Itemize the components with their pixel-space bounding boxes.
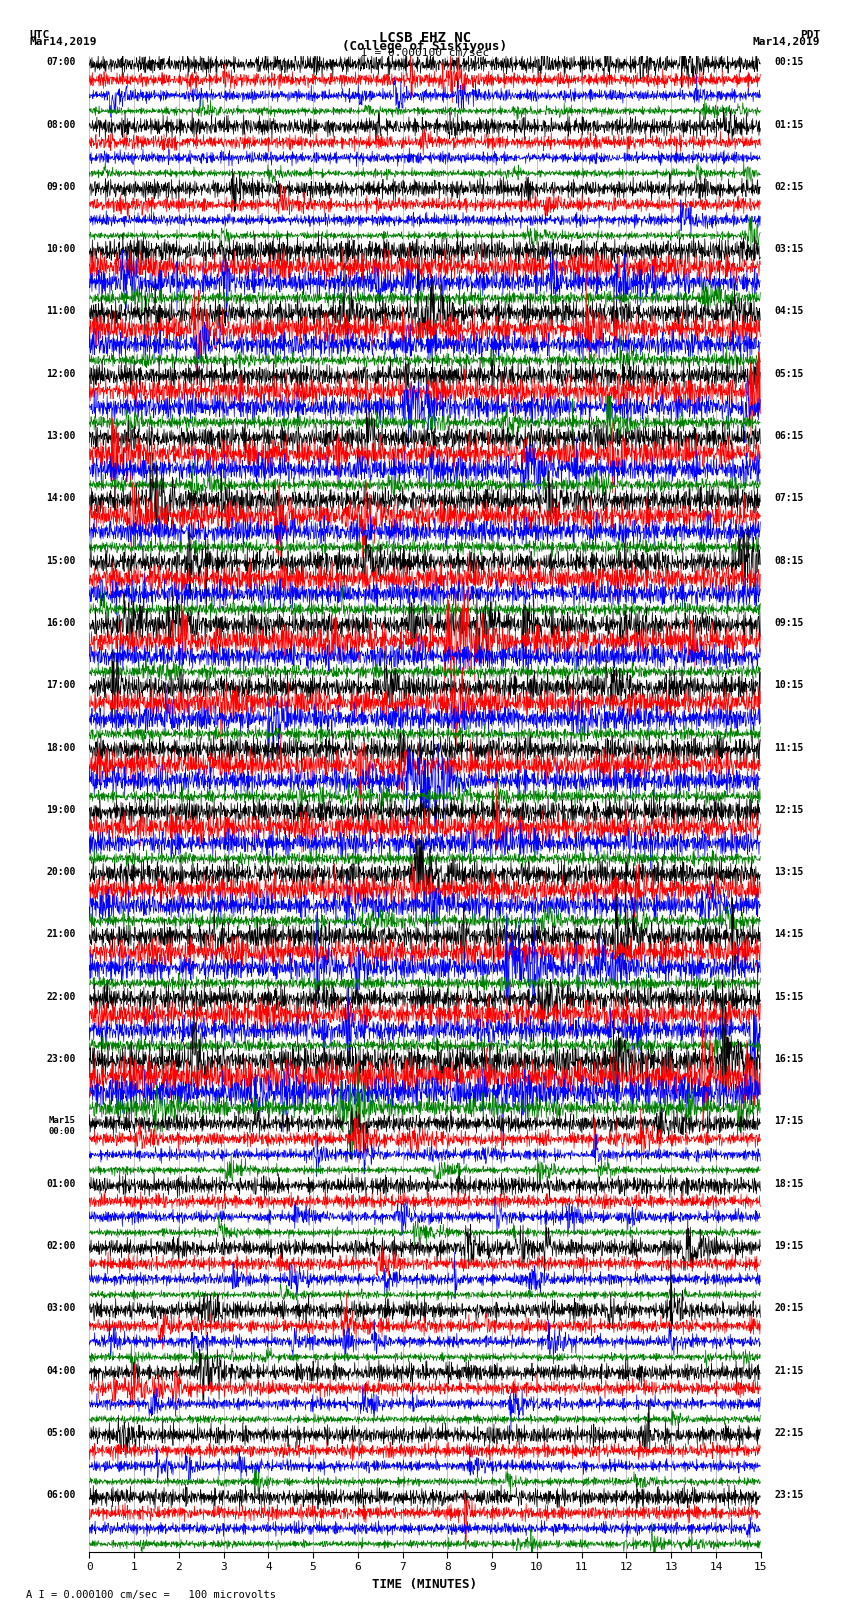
Text: 16:15: 16:15 bbox=[774, 1053, 803, 1065]
Text: 10:00: 10:00 bbox=[47, 244, 76, 255]
Text: 05:00: 05:00 bbox=[47, 1428, 76, 1437]
Text: 04:00: 04:00 bbox=[47, 1366, 76, 1376]
Text: 14:15: 14:15 bbox=[774, 929, 803, 939]
Text: 05:15: 05:15 bbox=[774, 369, 803, 379]
Text: 08:15: 08:15 bbox=[774, 555, 803, 566]
Text: Mar14,2019: Mar14,2019 bbox=[30, 37, 97, 47]
Text: 10:15: 10:15 bbox=[774, 681, 803, 690]
Text: (College of Siskiyous): (College of Siskiyous) bbox=[343, 39, 507, 53]
Text: 02:00: 02:00 bbox=[47, 1240, 76, 1252]
Text: 02:15: 02:15 bbox=[774, 182, 803, 192]
Text: 13:00: 13:00 bbox=[47, 431, 76, 440]
X-axis label: TIME (MINUTES): TIME (MINUTES) bbox=[372, 1578, 478, 1590]
Text: 00:00: 00:00 bbox=[49, 1127, 76, 1136]
Text: Mar15: Mar15 bbox=[49, 1116, 76, 1126]
Text: 19:00: 19:00 bbox=[47, 805, 76, 815]
Text: 01:15: 01:15 bbox=[774, 119, 803, 129]
Text: 23:00: 23:00 bbox=[47, 1053, 76, 1065]
Text: 11:00: 11:00 bbox=[47, 306, 76, 316]
Text: A I = 0.000100 cm/sec =   100 microvolts: A I = 0.000100 cm/sec = 100 microvolts bbox=[26, 1590, 275, 1600]
Text: LCSB EHZ NC: LCSB EHZ NC bbox=[379, 31, 471, 45]
Text: UTC: UTC bbox=[30, 31, 50, 40]
Text: Mar14,2019: Mar14,2019 bbox=[753, 37, 820, 47]
Text: 20:00: 20:00 bbox=[47, 868, 76, 877]
Text: 17:00: 17:00 bbox=[47, 681, 76, 690]
Text: 17:15: 17:15 bbox=[774, 1116, 803, 1126]
Text: 12:15: 12:15 bbox=[774, 805, 803, 815]
Text: 18:15: 18:15 bbox=[774, 1179, 803, 1189]
Text: 16:00: 16:00 bbox=[47, 618, 76, 627]
Text: 07:15: 07:15 bbox=[774, 494, 803, 503]
Text: 03:15: 03:15 bbox=[774, 244, 803, 255]
Text: 04:15: 04:15 bbox=[774, 306, 803, 316]
Text: 22:15: 22:15 bbox=[774, 1428, 803, 1437]
Text: 15:15: 15:15 bbox=[774, 992, 803, 1002]
Text: 15:00: 15:00 bbox=[47, 555, 76, 566]
Text: I = 0.000100 cm/sec: I = 0.000100 cm/sec bbox=[361, 47, 489, 58]
Text: 00:15: 00:15 bbox=[774, 56, 803, 68]
Text: 21:00: 21:00 bbox=[47, 929, 76, 939]
Text: 18:00: 18:00 bbox=[47, 742, 76, 753]
Text: 23:15: 23:15 bbox=[774, 1490, 803, 1500]
Text: 11:15: 11:15 bbox=[774, 742, 803, 753]
Text: 19:15: 19:15 bbox=[774, 1240, 803, 1252]
Text: 01:00: 01:00 bbox=[47, 1179, 76, 1189]
Text: 22:00: 22:00 bbox=[47, 992, 76, 1002]
Text: 09:15: 09:15 bbox=[774, 618, 803, 627]
Text: 14:00: 14:00 bbox=[47, 494, 76, 503]
Text: 08:00: 08:00 bbox=[47, 119, 76, 129]
Text: 06:15: 06:15 bbox=[774, 431, 803, 440]
Text: 03:00: 03:00 bbox=[47, 1303, 76, 1313]
Text: 20:15: 20:15 bbox=[774, 1303, 803, 1313]
Text: 13:15: 13:15 bbox=[774, 868, 803, 877]
Text: 07:00: 07:00 bbox=[47, 56, 76, 68]
Text: 06:00: 06:00 bbox=[47, 1490, 76, 1500]
Text: 12:00: 12:00 bbox=[47, 369, 76, 379]
Text: 21:15: 21:15 bbox=[774, 1366, 803, 1376]
Text: PDT: PDT bbox=[800, 31, 820, 40]
Text: 09:00: 09:00 bbox=[47, 182, 76, 192]
